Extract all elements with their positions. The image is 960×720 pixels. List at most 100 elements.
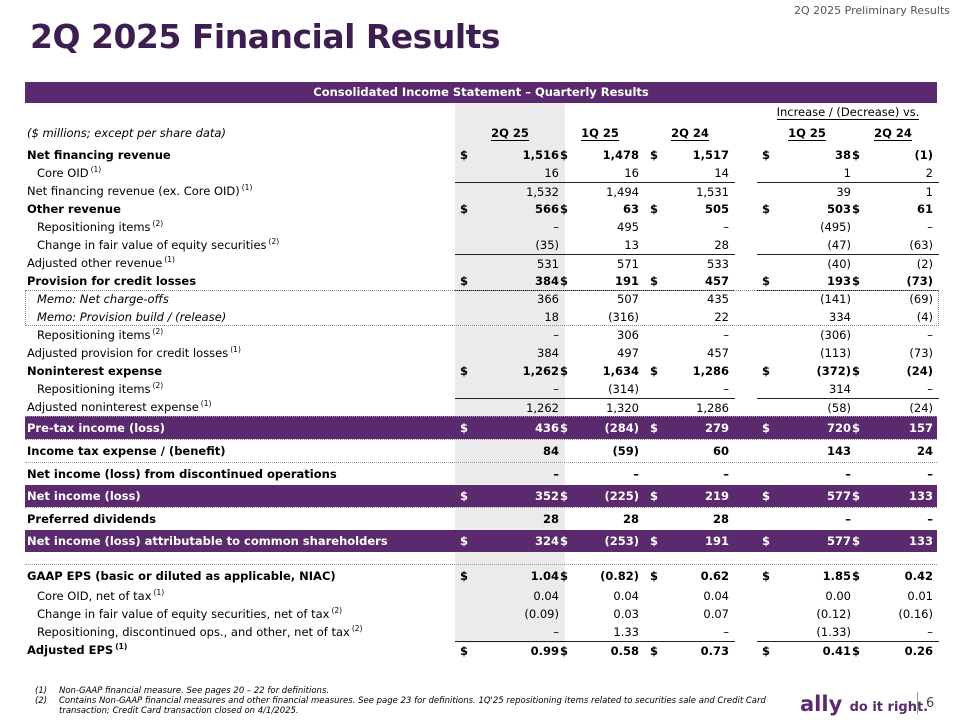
cell-value: 566 [534,202,559,216]
row-label-text: Net income (loss) from discontinued oper… [27,467,337,481]
cell-value: 533 [707,257,729,271]
footnote-ref: (2) [152,219,164,228]
row-label: Core OID, net of tax (1) [37,587,164,605]
column-header: 2Q 24 [847,124,939,142]
cell-value: 0.04 [533,589,559,603]
dollar-sign: $ [560,202,569,216]
footnote-ref: (2) [152,381,164,390]
cell-value: 577 [826,534,851,548]
cell-value: 13 [624,238,639,252]
dollar-sign: $ [460,489,469,503]
footnote-ref: (2) [351,624,363,633]
cell-value: 60 [712,444,729,458]
cell-value: 1,532 [526,185,559,199]
row-label: Memo: Net charge-offs [37,290,169,308]
dollar-sign: $ [852,148,861,162]
cell-value: 133 [908,534,933,548]
dollar-sign: $ [852,534,861,548]
cell-value: – [553,220,559,234]
cell-value: 16 [624,166,639,180]
value-cell: $ (225) [555,485,645,507]
value-cell: – [555,463,645,485]
cell-value: – [553,467,559,481]
row-label-text: Adjusted EPS [27,643,114,657]
ally-logo: ally do it right. [800,692,929,716]
value-cell: 1,286 [645,398,735,417]
cell-value: 1,320 [606,401,639,415]
table-row: Net financing revenue (ex. Core OID) (1) 1… [25,182,939,201]
value-cell: $577 [757,530,857,552]
value-cell: $ (372) [757,362,857,380]
dollar-sign: $ [852,202,861,216]
cell-value: 1,531 [696,185,729,199]
value-cell: – [847,218,939,236]
table-row: Adjusted noninterest expense (1) 1,262 1,32… [25,398,939,417]
value-cell: 1,532 [455,182,565,201]
footnote-1: (1) Non-GAAP financial measure. See pages… [35,686,330,696]
cell-value: 28 [712,512,729,526]
row-label: Other revenue [27,200,121,218]
cell-value: 334 [829,310,851,324]
dollar-sign: $ [762,148,771,162]
cell-value: – [845,467,851,481]
column-header-text: 2Q 24 [671,126,709,141]
cell-value: (372) [816,364,851,378]
row-label-text: Provision for credit losses [27,274,197,288]
value-cell: $352 [455,485,565,507]
value-cell: 39 [757,182,857,201]
dollar-sign: $ [460,534,469,548]
cell-value: 0.01 [907,589,933,603]
cell-value: 143 [826,444,851,458]
cell-value: 0.07 [703,607,729,621]
value-cell: $ (0.82) [555,565,645,587]
value-cell: 1,494 [555,182,645,201]
cell-value: 39 [836,185,851,199]
table-row: Memo: Provision build / (release) 18 (316)… [25,308,937,326]
cell-value: 14 [714,166,729,180]
current-quarter-shade [455,103,565,643]
table-row: Repositioning items (2) – 495 – (495) – [25,218,937,236]
cell-value: 1,478 [602,148,639,162]
cell-value: (1.33) [816,625,851,639]
value-cell: $1,478 [555,146,645,164]
value-cell: $ (24) [847,362,939,380]
value-cell: (4) [847,308,939,326]
cell-value: 1 [843,166,851,180]
dollar-sign: $ [762,489,771,503]
cell-value: 0.04 [703,589,729,603]
row-label: Adjusted EPS (1) [27,641,127,659]
value-cell: (24) [847,398,939,417]
row-label-text: Memo: Net charge-offs [37,292,169,306]
cell-value: 1,262 [526,401,559,415]
value-cell: $0.42 [847,565,939,587]
value-cell: 0.00 [757,587,857,605]
value-cell: – [455,326,565,344]
dollar-sign: $ [560,421,569,435]
dollar-sign: $ [460,364,469,378]
table-row: Net income (loss) from discontinued oper… [25,462,937,485]
footnotes: (1) Non-GAAP financial measure. See pages… [35,686,795,716]
dollar-sign: $ [762,534,771,548]
row-label-text: Preferred dividends [27,512,156,526]
page-title: 2Q 2025 Financial Results [30,17,501,56]
footnote-ref: (1) [90,165,102,174]
value-cell: 334 [757,308,857,326]
dollar-sign: $ [560,489,569,503]
dollar-sign: $ [762,202,771,216]
cell-value: 497 [617,346,639,360]
dollar-sign: $ [560,148,569,162]
cell-value: 0.41 [822,644,851,658]
row-label-text: Repositioning items [37,220,151,234]
cell-value: 0.58 [610,644,639,658]
cell-value: 22 [714,310,729,324]
cell-value: 133 [908,489,933,503]
cell-value: 219 [704,489,729,503]
report-tag: 2Q 2025 Preliminary Results [794,4,950,17]
value-cell: (113) [757,344,857,362]
value-cell: $457 [645,272,735,291]
row-label-text: Adjusted other revenue [27,256,163,270]
value-cell: – [455,463,565,485]
cell-value: 324 [534,534,559,548]
value-cell: 84 [455,440,565,462]
column-header-row: ($ millions; except per share data) 2Q 25… [25,124,937,146]
